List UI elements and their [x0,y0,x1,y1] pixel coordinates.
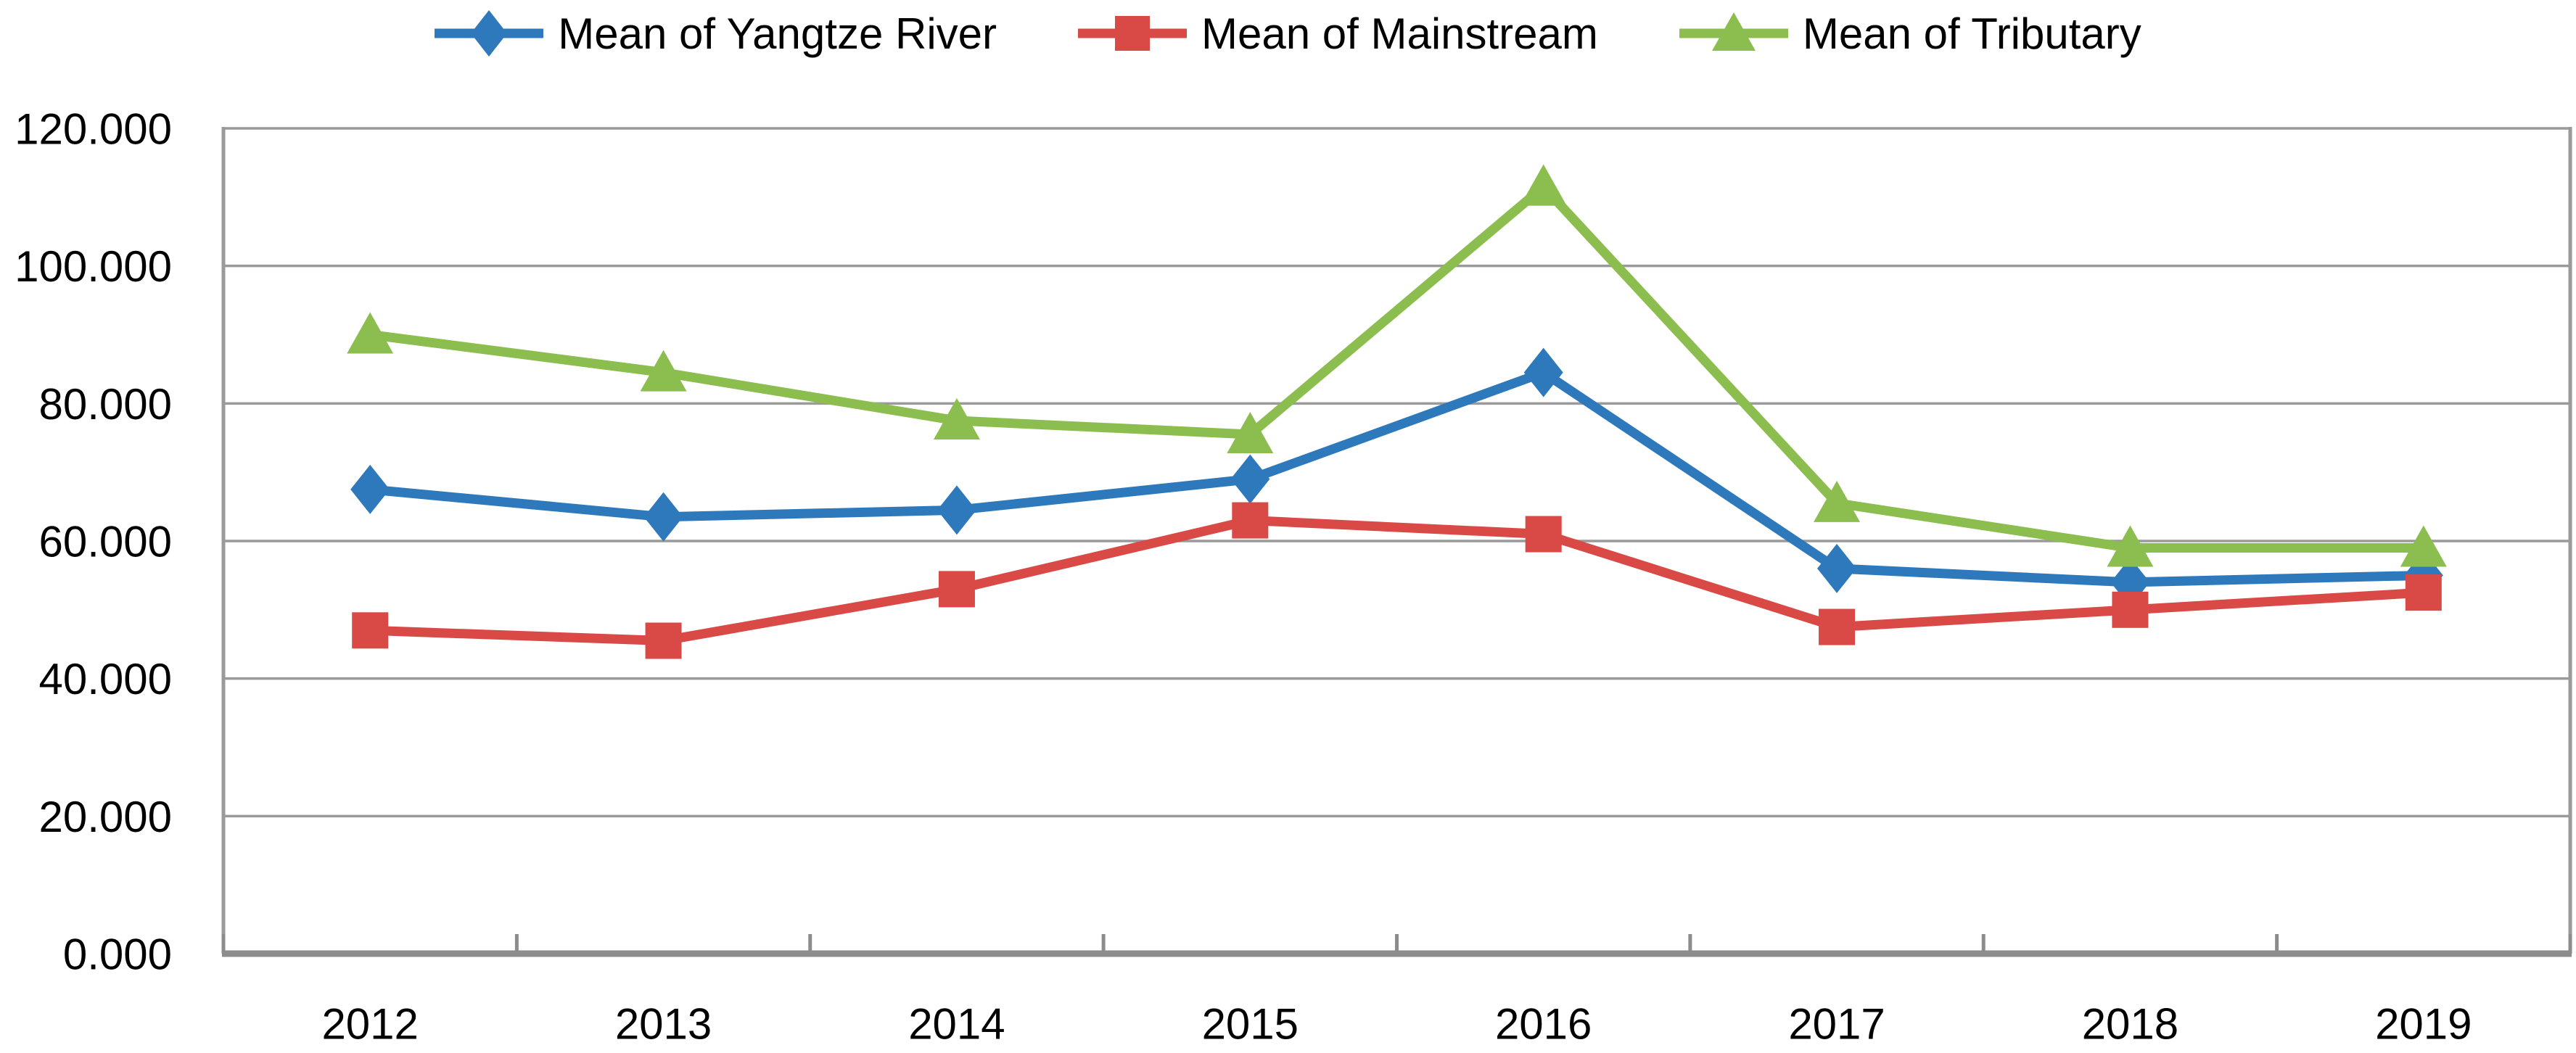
square-marker [2112,591,2149,628]
square-marker [2405,574,2442,611]
diamond-marker [1523,347,1563,397]
chart-legend: Mean of Yangtze River Mean of Mainstream… [0,3,2576,64]
y-axis-label: 120.000 [15,105,172,154]
y-axis-label: 20.000 [38,793,172,841]
diamond-key-glyph [435,10,544,57]
y-axis-label: 60.000 [38,518,172,566]
x-axis-label: 2015 [1202,1000,1299,1049]
x-axis-label: 2014 [908,1000,1005,1049]
square-marker [1232,502,1269,539]
square-marker [1115,16,1150,51]
square-marker [1525,516,1562,553]
diamond-marker [643,492,683,542]
y-axis-label: 100.000 [15,242,172,291]
legend-label: Mean of Mainstream [1201,9,1598,58]
legend-item-tributary: Mean of Tributary [1679,6,2141,61]
triangle-marker [347,312,394,354]
triangle-marker [2107,525,2154,567]
triangle-marker [640,350,687,392]
series-line-square [365,516,2429,646]
square-marker-icon [1078,6,1187,61]
square-marker [938,571,975,608]
triangle-marker-icon [1679,6,1788,61]
diamond-marker [1230,454,1270,504]
legend-item-mainstream: Mean of Mainstream [1078,6,1598,61]
triangle-marker [1227,412,1274,454]
diamond-marker [471,10,508,57]
x-axis-label: 2017 [1788,1000,1885,1049]
y-axis-label: 40.000 [38,655,172,703]
x-axis-label: 2013 [615,1000,712,1049]
diamond-marker [937,485,976,535]
triangle-marker [2400,525,2447,567]
triangle-marker [1520,164,1567,206]
x-axis-label: 2018 [2082,1000,2178,1049]
diamond-marker [350,464,390,514]
square-marker [1819,608,1856,645]
x-axis-label: 2019 [2375,1000,2472,1049]
triangle-marker [1814,480,1861,522]
square-key-glyph [1078,16,1187,51]
square-marker [352,612,389,649]
triangle-marker [933,398,980,440]
legend-label: Mean of Tributary [1802,9,2141,58]
diamond-marker [1817,543,1857,593]
triangle-key-glyph [1679,12,1788,51]
legend-item-yangtze-river: Mean of Yangtze River [435,6,997,61]
legend-label: Mean of Yangtze River [558,9,997,58]
triangle-marker [1711,12,1756,51]
x-axis-label: 2016 [1495,1000,1592,1049]
x-axis-label: 2012 [321,1000,418,1049]
diamond-marker-icon [435,6,544,61]
series-line-diamond [365,368,2429,587]
series-line-triangle [365,182,2429,553]
square-marker [645,622,682,659]
y-axis-label: 80.000 [38,380,172,429]
y-axis-label: 0.000 [63,930,172,979]
